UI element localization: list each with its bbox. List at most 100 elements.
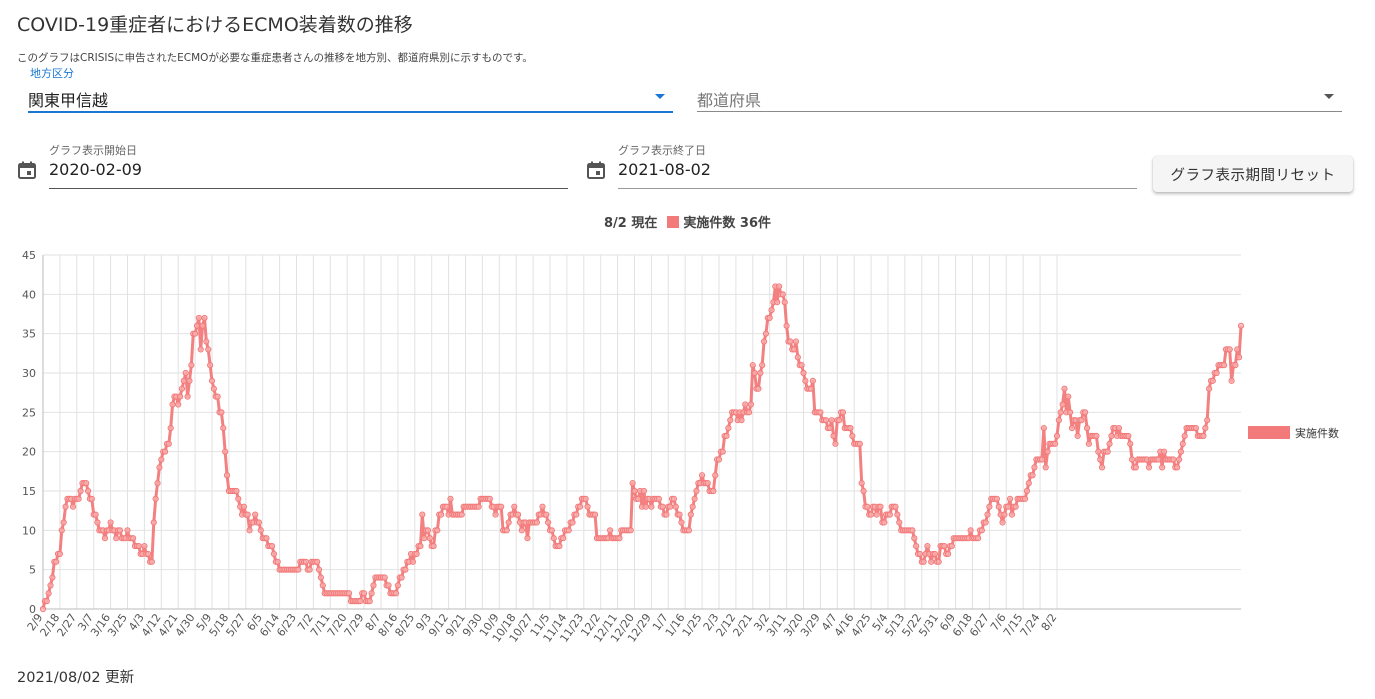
data-point <box>88 495 95 502</box>
calendar-icon[interactable] <box>18 161 36 179</box>
data-point <box>1031 464 1038 471</box>
data-point <box>1006 495 1014 502</box>
data-point <box>749 362 756 369</box>
data-point <box>107 519 114 526</box>
data-point <box>402 566 409 573</box>
data-point <box>252 511 259 518</box>
data-point <box>849 432 856 440</box>
data-point <box>345 590 353 597</box>
data-point <box>148 558 156 565</box>
data-point <box>941 542 948 550</box>
data-point <box>1104 448 1111 455</box>
data-point <box>43 598 50 605</box>
data-point <box>792 338 800 345</box>
data-point <box>723 432 730 440</box>
data-point <box>667 503 674 510</box>
data-point <box>747 401 755 408</box>
data-point <box>306 566 313 573</box>
data-point <box>1106 440 1113 447</box>
data-point <box>892 503 899 510</box>
data-point <box>368 590 375 597</box>
data-point <box>576 503 584 510</box>
data-point <box>1085 440 1093 447</box>
data-point <box>186 377 193 384</box>
data-point <box>1181 432 1188 440</box>
end-date-input[interactable]: 2021-08-02 <box>618 160 711 179</box>
prefecture-select[interactable]: 都道府県 <box>697 83 1342 112</box>
data-point <box>1021 495 1029 502</box>
data-point <box>916 550 924 558</box>
data-point <box>847 424 854 432</box>
y-tick-label: 25 <box>22 406 36 419</box>
region-select-value: 関東甲信越 <box>28 91 109 110</box>
data-point <box>759 362 766 369</box>
data-point <box>860 487 867 495</box>
data-point <box>1226 346 1233 353</box>
data-point <box>1093 432 1100 440</box>
start-date-field[interactable]: グラフ表示開始日 2020-02-09 <box>49 144 568 189</box>
data-point <box>430 542 437 550</box>
data-point <box>1038 456 1046 463</box>
y-tick-label: 35 <box>22 328 36 341</box>
data-point <box>161 448 169 455</box>
data-point <box>783 322 790 329</box>
data-point <box>995 503 1002 510</box>
end-date-field[interactable]: グラフ表示終了日 2021-08-02 <box>618 144 1137 189</box>
region-select[interactable]: 地方区分 関東甲信越 <box>28 67 673 113</box>
data-point <box>315 566 323 573</box>
ecmo-line-chart: 0510152025303540452/92/182/273/73/163/25… <box>22 249 1245 645</box>
data-point <box>881 519 888 526</box>
reset-period-button[interactable]: グラフ表示期間リセット <box>1153 156 1353 192</box>
data-point <box>385 582 392 589</box>
data-point <box>156 464 163 471</box>
data-point <box>218 409 225 416</box>
data-point <box>676 511 683 518</box>
data-point <box>169 401 176 408</box>
data-point <box>246 527 253 534</box>
data-point <box>655 495 663 502</box>
data-point <box>911 535 918 542</box>
data-point <box>268 542 276 550</box>
data-point <box>1202 424 1209 432</box>
data-point <box>270 550 278 558</box>
data-point <box>45 590 52 597</box>
chart-legend[interactable]: 実施件数 <box>1248 425 1339 441</box>
data-point <box>606 527 614 534</box>
data-point <box>1025 480 1032 487</box>
data-point <box>691 495 698 502</box>
data-point <box>659 503 666 510</box>
calendar-icon[interactable] <box>587 161 605 179</box>
data-point <box>533 519 540 526</box>
data-point <box>1160 448 1168 455</box>
data-point <box>766 314 773 322</box>
data-point <box>725 424 732 432</box>
data-point <box>255 519 263 526</box>
data-point <box>760 338 768 345</box>
start-date-input[interactable]: 2020-02-09 <box>49 160 142 179</box>
data-point <box>573 511 580 518</box>
data-point <box>1179 440 1186 447</box>
y-tick-label: 30 <box>22 367 36 380</box>
data-point <box>60 519 67 526</box>
data-point <box>670 495 678 502</box>
data-point <box>993 495 1000 502</box>
data-point <box>319 582 326 589</box>
data-point <box>69 503 77 510</box>
data-point <box>437 511 445 518</box>
data-point <box>999 519 1006 526</box>
page-title: COVID-19重症者におけるECMO装着数の推移 <box>17 14 413 36</box>
data-point <box>274 558 281 565</box>
data-point <box>47 582 54 589</box>
data-point <box>317 574 325 581</box>
data-point <box>165 440 172 447</box>
summary-swatch <box>667 216 680 228</box>
data-point <box>822 417 830 424</box>
data-point <box>807 385 815 392</box>
data-point <box>800 369 807 377</box>
data-point <box>434 527 441 534</box>
data-point <box>220 424 227 432</box>
region-select-label: 地方区分 <box>30 67 74 80</box>
data-point <box>124 527 131 534</box>
data-point <box>719 448 726 455</box>
data-point <box>715 456 723 463</box>
